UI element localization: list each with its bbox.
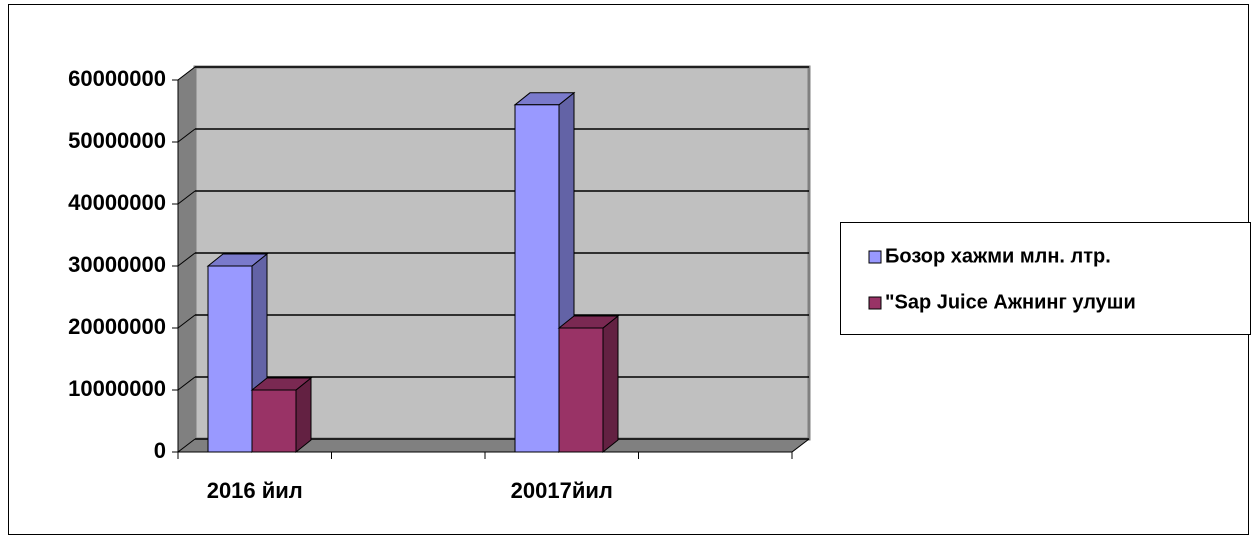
y-tick-label: 10000000 [68,376,166,401]
y-tick-label: 40000000 [68,190,166,215]
grid-line-side [177,128,196,143]
bar-side [602,314,619,454]
grid-line-side [177,438,196,453]
legend-swatch [868,250,882,264]
y-tick-label: 60000000 [68,66,166,91]
legend-swatch [868,296,882,310]
grid-line-side [177,190,196,205]
y-tick-label: 30000000 [68,252,166,277]
y-tick-label: 50000000 [68,128,166,153]
bar [207,265,253,453]
x-tick-label: 20017йил [511,478,613,503]
grid-line-side [177,252,196,267]
bar [514,104,560,453]
bar [251,389,297,453]
bar-side [295,376,312,454]
legend-label: "Sap Juice Ажнинг улуши [885,291,1136,313]
floor-edge [791,438,810,453]
grid-line-side [177,376,196,391]
legend-label: Бозор хажми млн. лтр. [885,245,1111,267]
grid-line-side [177,66,196,81]
bar [558,327,604,453]
legend-box [840,222,1251,335]
y-tick-label: 20000000 [68,314,166,339]
x-tick-label: 2016 йил [207,478,303,503]
grid-line-side [177,314,196,329]
y-tick-label: 0 [154,438,166,463]
